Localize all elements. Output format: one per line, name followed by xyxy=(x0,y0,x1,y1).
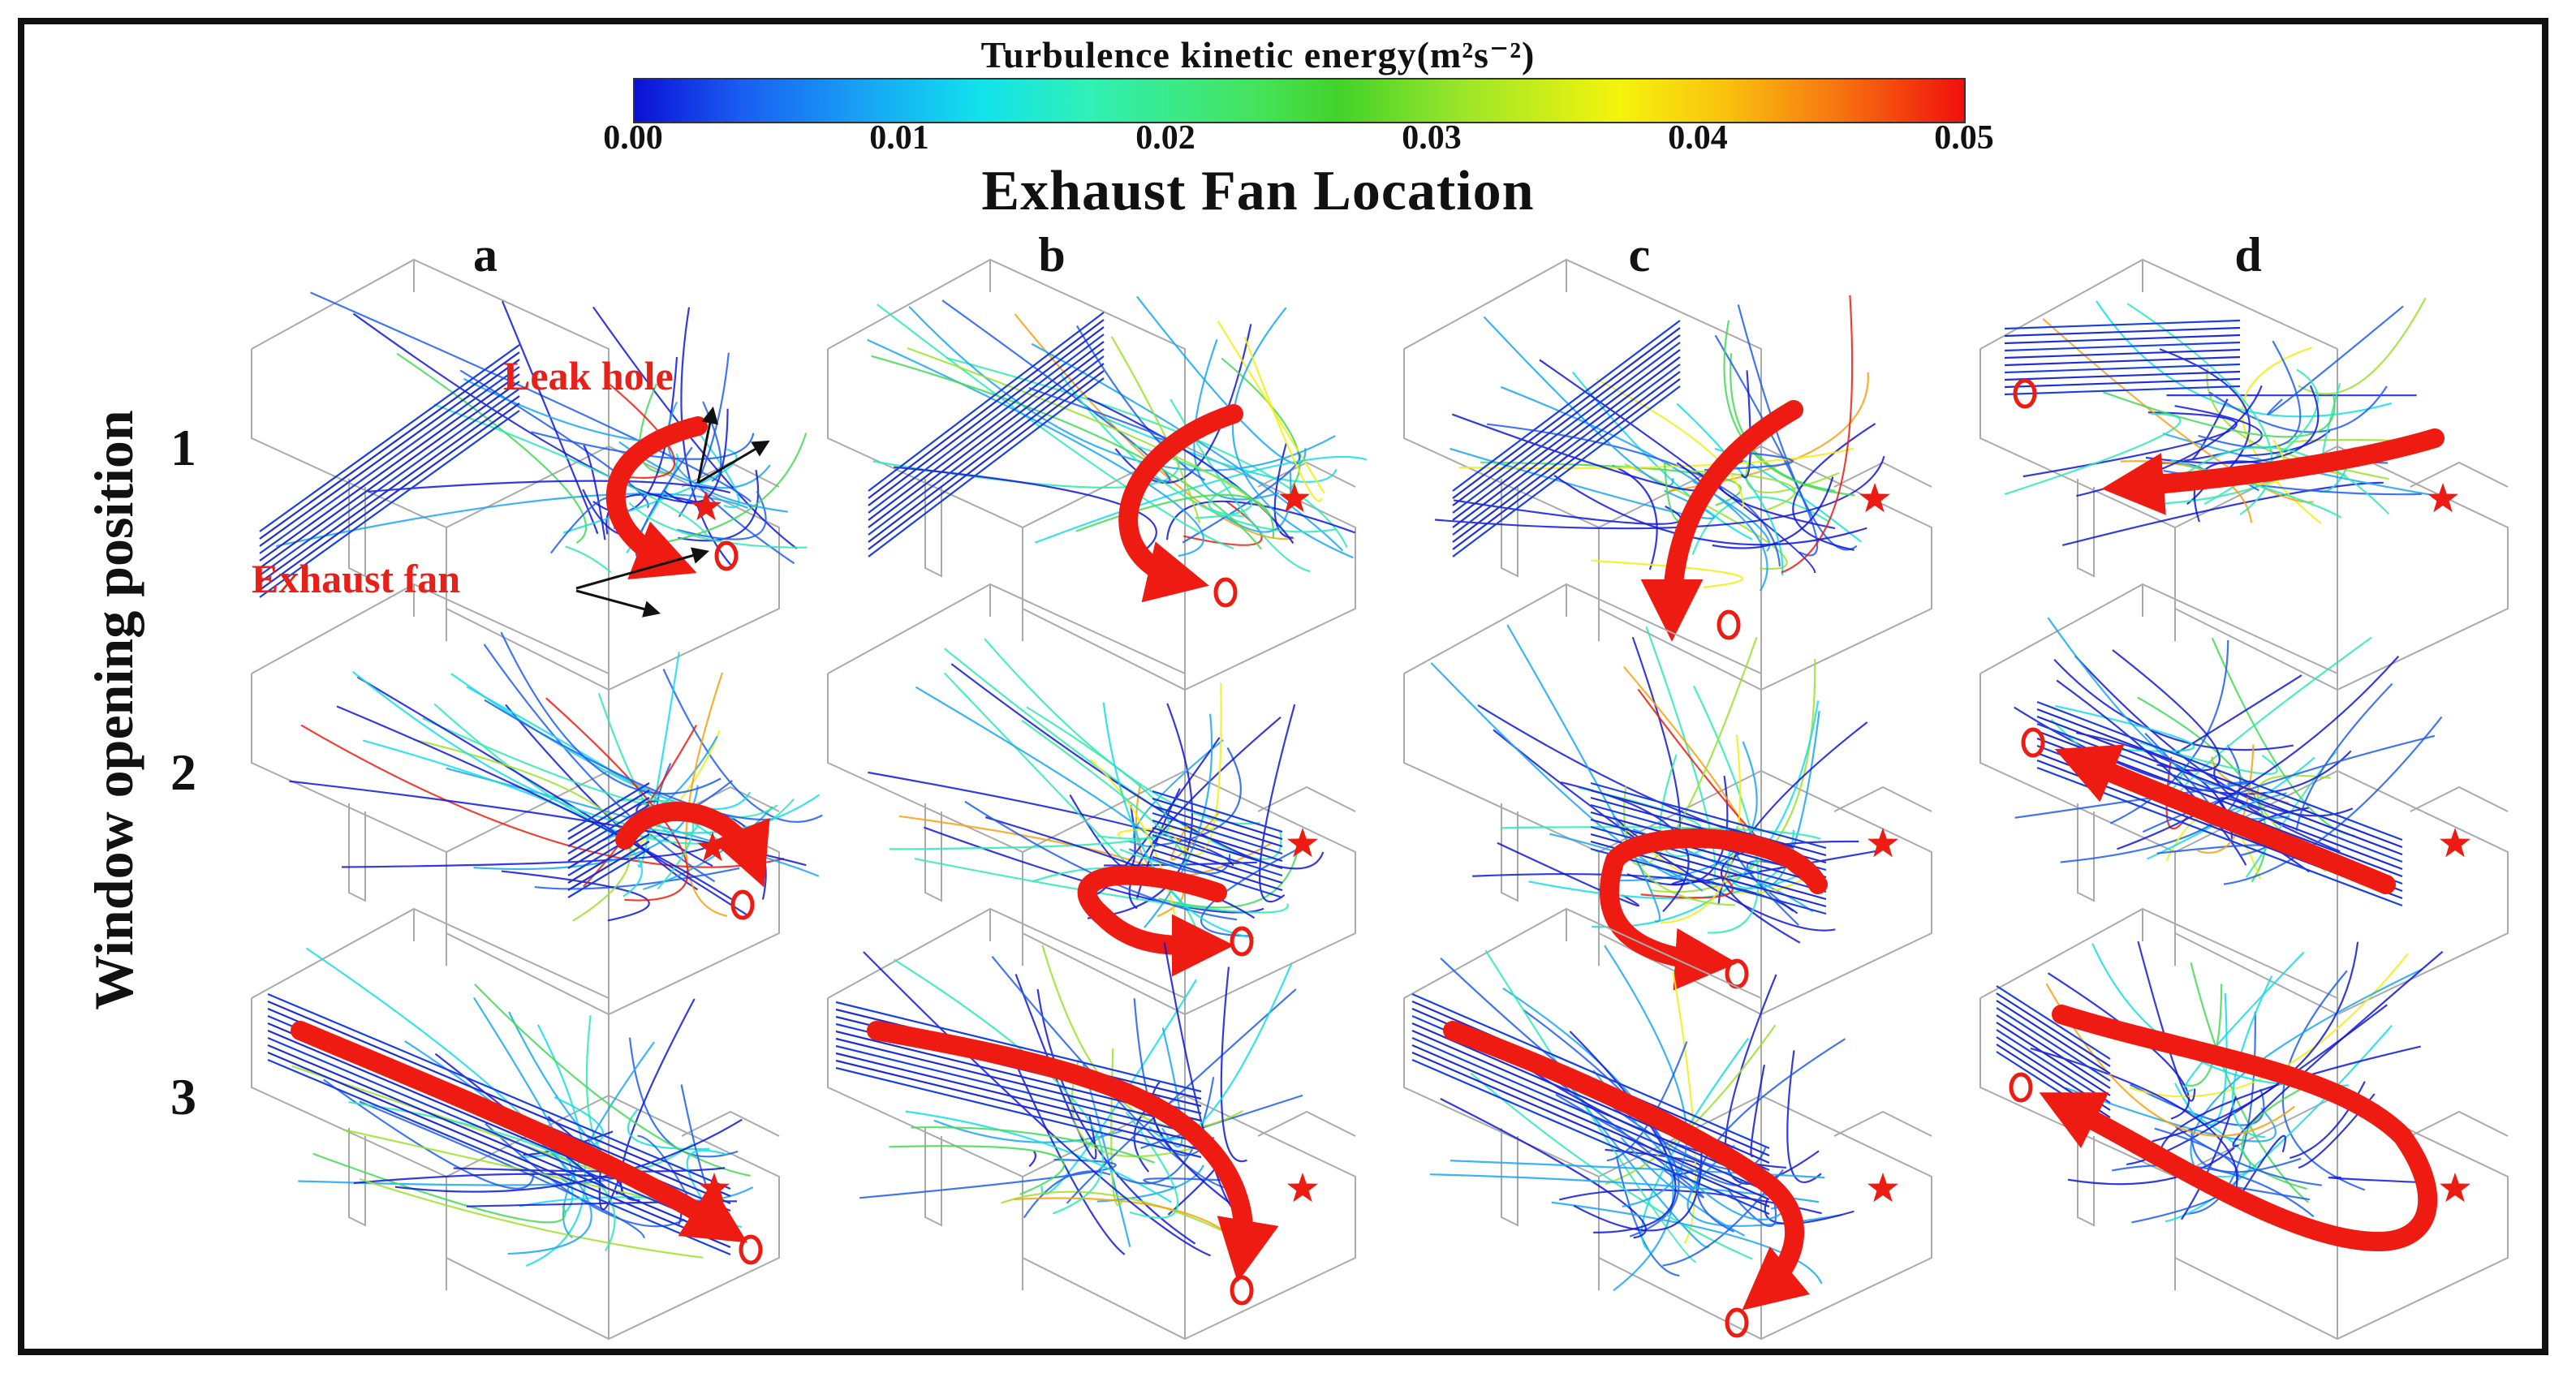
airflow-arrow xyxy=(1118,404,1243,603)
column-label-c: c xyxy=(1628,228,1651,282)
leak-hole-star-icon xyxy=(699,1173,730,1203)
exhaust-fan-ring-icon xyxy=(1717,609,1741,640)
panel-c1 xyxy=(1403,258,1932,691)
colorbar-tick: 0.03 xyxy=(1402,119,1462,157)
pointer-arrow xyxy=(575,547,710,590)
airflow-arrow xyxy=(1600,829,1828,991)
exhaust-fan-ring-icon xyxy=(730,889,755,920)
panel-d1 xyxy=(1979,258,2509,691)
panel-b3 xyxy=(827,907,1356,1341)
pointer-arrow xyxy=(697,440,770,484)
panel-a1-annotations: Leak hole Exhaust fan xyxy=(252,353,770,618)
leak-hole-star-icon xyxy=(2440,828,2470,858)
panel-b1 xyxy=(827,258,1368,691)
airflow-arrow xyxy=(867,1021,1279,1283)
leak-hole-star-icon xyxy=(1859,483,1890,513)
colorbar-tick: 0.00 xyxy=(603,119,663,157)
airflow-arrow xyxy=(1443,1021,1810,1311)
exhaust-fan-ring-icon xyxy=(2009,1072,2033,1103)
row-label-2: 2 xyxy=(170,743,196,801)
leak-hole-star-icon xyxy=(2427,483,2458,513)
colorbar xyxy=(633,78,1966,123)
exhaust-fan-label: Exhaust fan xyxy=(252,556,460,601)
row-label-1: 1 xyxy=(170,419,196,476)
airflow-arrow xyxy=(605,416,708,580)
airflow-arrow xyxy=(291,1021,748,1243)
pointer-arrow xyxy=(575,589,661,618)
panel-c2 xyxy=(1403,583,1932,1016)
pointer-arrow xyxy=(696,406,719,484)
exhaust-fan-ring-icon xyxy=(2021,727,2045,758)
colorbar-tick: 0.05 xyxy=(1934,119,1994,157)
panel-d2 xyxy=(1979,583,2509,1016)
panel-a1 xyxy=(251,258,808,691)
airflow-arrow xyxy=(2054,744,2396,894)
exhaust-fan-ring-icon xyxy=(1230,926,1254,957)
leak-hole-star-icon xyxy=(697,832,728,862)
airflow-arrow xyxy=(2039,1005,2438,1252)
exhaust-fan-ring-icon xyxy=(2013,378,2037,409)
column-label-d: d xyxy=(2234,228,2262,282)
panel-d3 xyxy=(1979,907,2509,1341)
airflow-arrow xyxy=(615,802,770,888)
panel-c3 xyxy=(1403,907,1932,1341)
leak-hole-star-icon xyxy=(1287,828,1318,858)
exhaust-fan-ring-icon xyxy=(714,540,739,571)
leak-hole-star-icon xyxy=(1867,828,1898,858)
colorbar-tick: 0.01 xyxy=(869,119,929,157)
leak-hole-star-icon xyxy=(1279,483,1310,513)
exhaust-fan-ring-icon xyxy=(1213,577,1238,608)
leak-hole-star-icon xyxy=(1287,1173,1318,1203)
panel-a2 xyxy=(251,583,823,1016)
column-label-a: a xyxy=(473,228,498,282)
leak-hole-star-icon xyxy=(691,491,722,521)
exhaust-fan-ring-icon xyxy=(1230,1275,1254,1306)
leak-hole-star-icon xyxy=(2440,1173,2470,1203)
panel-a3 xyxy=(251,907,780,1341)
exhaust-fan-ring-icon xyxy=(1725,958,1749,989)
section-title: Exhaust Fan Location xyxy=(981,160,1535,222)
colorbar-tick: 0.02 xyxy=(1135,119,1195,157)
column-label-b: b xyxy=(1038,228,1066,282)
leak-hole-label: Leak hole xyxy=(503,353,674,398)
airflow-arrow xyxy=(2101,428,2445,515)
exhaust-fan-ring-icon xyxy=(739,1234,763,1265)
airflow-arrow xyxy=(1077,865,1234,977)
exhaust-fan-ring-icon xyxy=(1725,1307,1749,1338)
airflow-arrow xyxy=(1640,400,1803,642)
colorbar-title: Turbulence kinetic energy(m²s⁻²) xyxy=(980,34,1536,75)
colorbar-tick: 0.04 xyxy=(1668,119,1728,157)
leak-hole-star-icon xyxy=(1867,1173,1898,1203)
panel-b2 xyxy=(827,583,1356,1016)
row-label-3: 3 xyxy=(170,1068,196,1126)
